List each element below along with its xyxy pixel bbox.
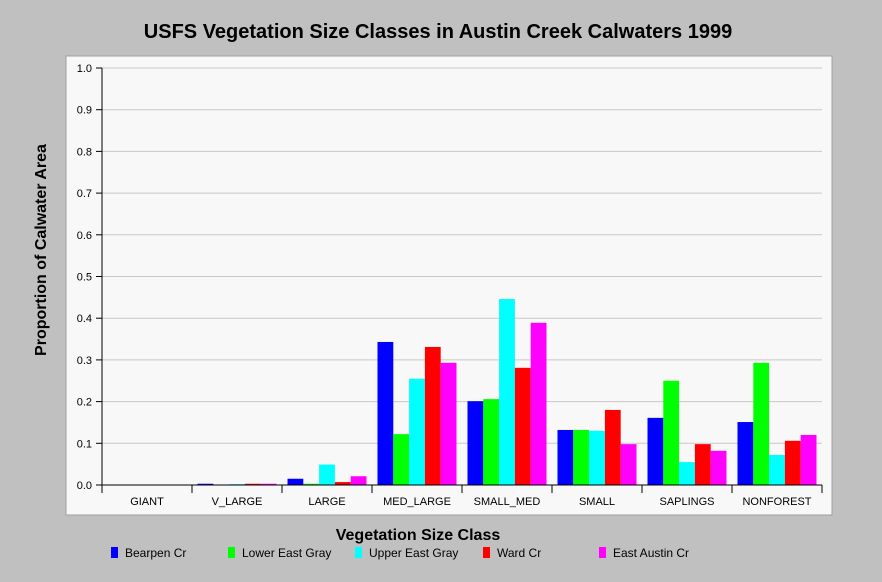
x-tick-label: SMALL <box>579 496 615 508</box>
y-tick-label: 0.2 <box>77 397 92 409</box>
legend-item: Bearpen Cr <box>111 546 186 560</box>
y-tick-label: 0.6 <box>77 230 92 242</box>
bar <box>695 444 711 485</box>
y-tick-label: 0.0 <box>77 480 92 492</box>
chart-title: USFS Vegetation Size Classes in Austin C… <box>144 21 732 43</box>
bar <box>648 418 664 485</box>
bar <box>441 363 457 485</box>
bar <box>483 399 499 485</box>
legend-swatch <box>228 547 235 558</box>
bar <box>769 455 785 485</box>
y-tick-label: 0.9 <box>77 105 92 117</box>
bar <box>558 430 574 485</box>
legend-swatch <box>355 547 362 558</box>
x-tick-label: GIANT <box>130 496 164 508</box>
bar <box>738 422 754 485</box>
x-tick-label: LARGE <box>308 496 345 508</box>
bar <box>499 299 515 485</box>
bar <box>378 342 394 485</box>
legend-label: Lower East Gray <box>242 546 331 560</box>
legend-label: Upper East Gray <box>369 546 458 560</box>
bar <box>319 465 335 485</box>
legend-item: Upper East Gray <box>355 546 458 560</box>
bar <box>393 434 409 485</box>
bar <box>711 451 727 485</box>
bar <box>351 476 367 485</box>
legend-label: Bearpen Cr <box>125 546 186 560</box>
y-tick-label: 0.4 <box>77 313 92 325</box>
bar <box>531 323 547 485</box>
bar <box>288 479 304 485</box>
x-axis-title: Vegetation Size Class <box>336 527 501 544</box>
bar <box>679 462 695 485</box>
x-tick-label: SAPLINGS <box>659 496 714 508</box>
bar <box>605 410 621 485</box>
bar <box>425 347 441 485</box>
bar <box>663 381 679 485</box>
y-tick-label: 0.7 <box>77 188 92 200</box>
x-tick-label: MED_LARGE <box>383 496 451 508</box>
legend-item: Lower East Gray <box>228 546 331 560</box>
bar <box>573 430 589 485</box>
bar <box>468 401 484 485</box>
legend-label: Ward Cr <box>497 546 541 560</box>
legend-item: East Austin Cr <box>599 546 689 560</box>
bar <box>753 363 769 485</box>
bar <box>785 441 801 485</box>
bar <box>409 379 425 485</box>
bar <box>621 444 637 485</box>
legend-item: Ward Cr <box>483 546 541 560</box>
x-tick-label: V_LARGE <box>212 496 263 508</box>
y-tick-label: 0.1 <box>77 438 92 450</box>
y-axis-title: Proportion of Calwater Area <box>33 144 50 356</box>
y-tick-label: 0.5 <box>77 272 92 284</box>
y-tick-label: 1.0 <box>77 63 92 75</box>
bar <box>589 431 605 485</box>
y-tick-label: 0.8 <box>77 146 92 158</box>
legend-label: East Austin Cr <box>613 546 689 560</box>
x-tick-label: NONFOREST <box>742 496 811 508</box>
legend-swatch <box>599 547 606 558</box>
bar <box>801 435 817 485</box>
y-tick-label: 0.3 <box>77 355 92 367</box>
legend-swatch <box>111 547 118 558</box>
legend-swatch <box>483 547 490 558</box>
x-tick-label: SMALL_MED <box>474 496 541 508</box>
legend: Bearpen Cr Lower East Gray Upper East Gray… <box>111 546 689 560</box>
bar <box>515 368 531 485</box>
